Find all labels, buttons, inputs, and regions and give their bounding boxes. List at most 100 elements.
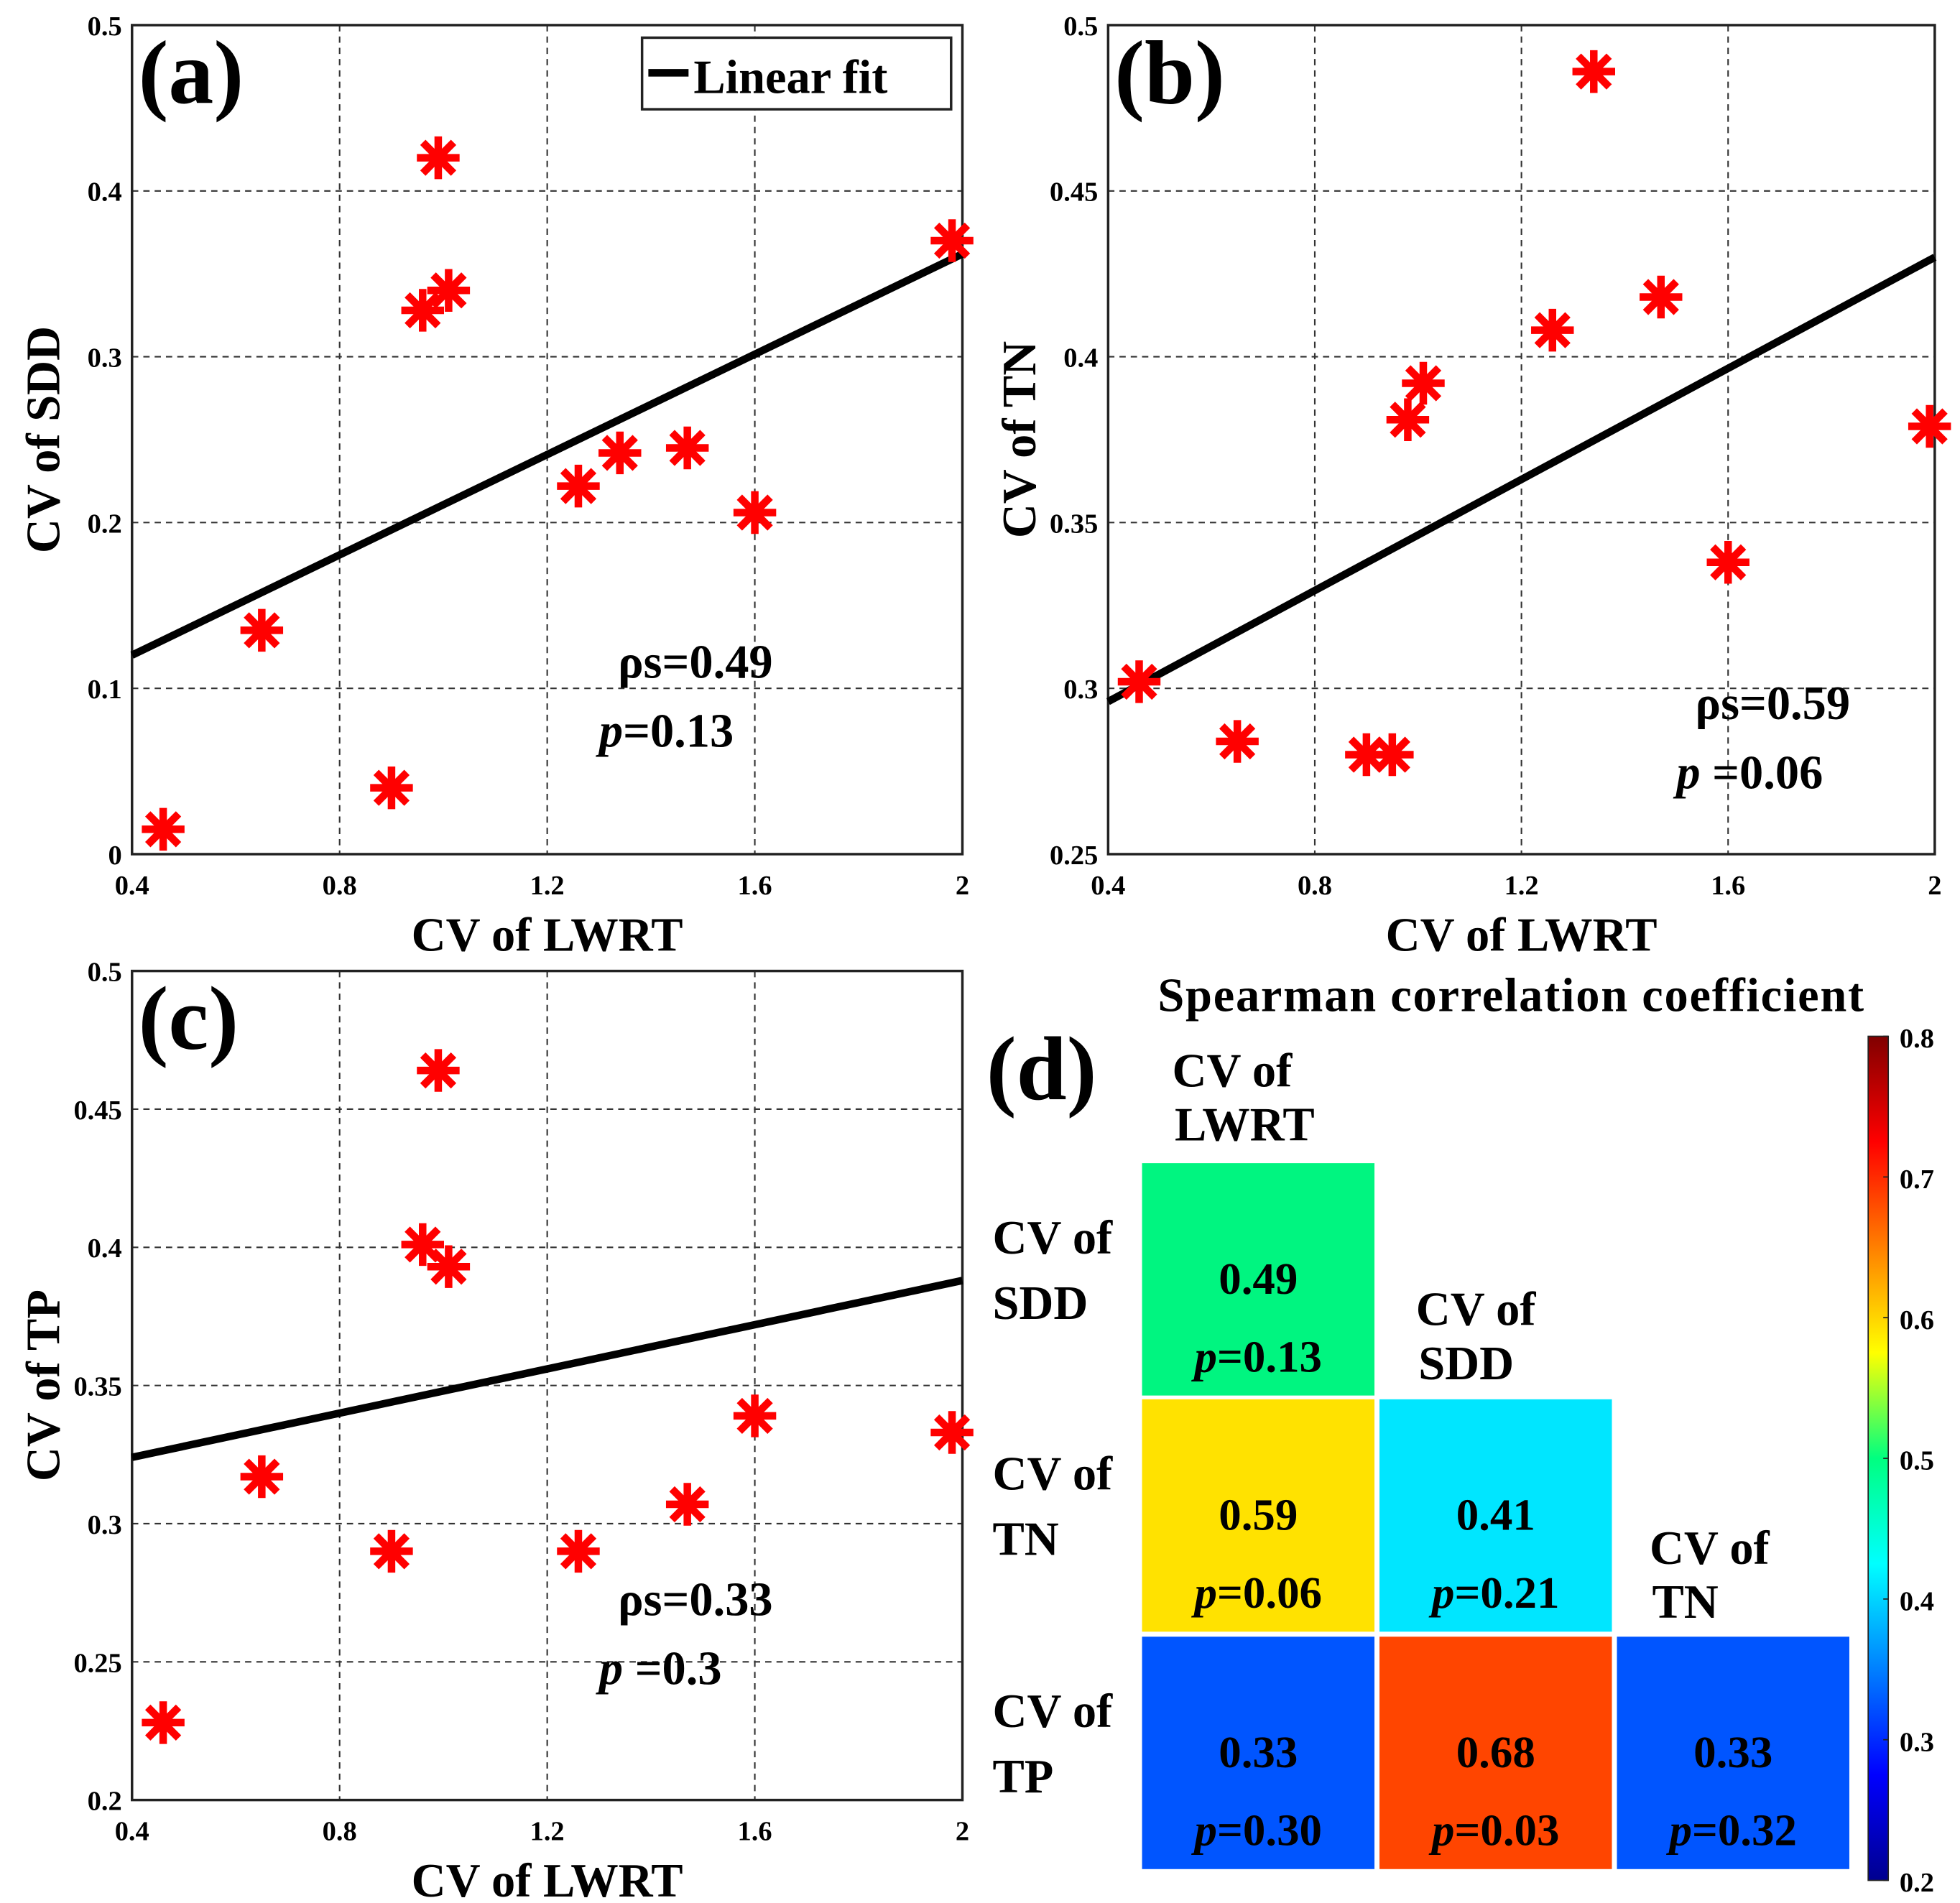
rho-annotation: ρs=0.33 [618, 1574, 773, 1626]
cell-value: 0.33 [1219, 1727, 1298, 1777]
y-tick-label: 0.25 [73, 1648, 121, 1678]
x-tick-label: 1.2 [1504, 871, 1539, 901]
data-point-marker [240, 1455, 284, 1499]
y-tick-label: 0 [108, 841, 122, 871]
x-tick-label: 1.2 [530, 1817, 565, 1847]
scatter-panel-b: 0.4 0.8 1.2 1.6 2 0.25 0.3 0.35 0.4 0.45 0.5 (b) CV … [994, 11, 1951, 962]
column-label: CV of [1650, 1522, 1770, 1575]
y-tick-label: 0.45 [1050, 177, 1098, 208]
data-point-marker [665, 1483, 709, 1526]
data-point-marker [240, 608, 284, 652]
legend-label: Linear fit [693, 51, 887, 103]
y-tick-label: 0.4 [88, 1233, 122, 1264]
y-tick-label: 0.4 [1063, 343, 1098, 374]
data-point-marker [665, 426, 709, 470]
x-axis-label: CV of LWRT [412, 909, 683, 962]
panel-label: (b) [1114, 23, 1225, 123]
x-tick-label: 0.4 [115, 1817, 149, 1847]
p-annotation: p=0.13 [596, 705, 734, 758]
data-point-marker [401, 289, 444, 332]
heatmap-panel-d: Spearman correlation coefficient (d) 0.49 p… [986, 970, 1934, 1899]
data-point-marker [598, 431, 642, 475]
colorbar-tick-label: 0.2 [1900, 1868, 1934, 1898]
data-point-marker [427, 1245, 471, 1288]
p-annotation: p =0.3 [596, 1643, 722, 1695]
y-axis-label: CV of TP [17, 1289, 70, 1481]
data-point-marker [1402, 361, 1445, 405]
data-point-marker [930, 1411, 974, 1454]
data-point-marker [1117, 660, 1161, 703]
x-tick-label: 0.8 [323, 1817, 357, 1847]
column-label: TN [1652, 1576, 1718, 1629]
row-label: TP [992, 1751, 1053, 1803]
x-tick-label: 1.6 [738, 1817, 772, 1847]
colorbar-tick-label: 0.5 [1900, 1446, 1934, 1476]
cell-p-value: p=0.30 [1191, 1805, 1322, 1856]
data-point-marker [142, 1701, 185, 1744]
panel-label: (d) [986, 1019, 1097, 1119]
y-axis-label: CV of SDD [17, 326, 70, 553]
y-tick-label: 0.2 [88, 1787, 122, 1817]
colorbar-tick-label: 0.4 [1900, 1587, 1934, 1617]
heatmap-cell: 0.33 p=0.30 [1142, 1636, 1375, 1869]
panel-label: (a) [138, 23, 244, 123]
scatter-panel-c: 0.4 0.8 1.2 1.6 2 0.2 0.25 0.3 0.35 0.4 0.45 0.5 (c)… [17, 958, 974, 1903]
row-label: SDD [992, 1277, 1088, 1330]
row-label: CV of [992, 1212, 1113, 1264]
x-tick-label: 2 [1928, 871, 1941, 901]
column-label: LWRT [1175, 1099, 1315, 1152]
data-point-marker [1531, 308, 1574, 352]
heatmap-cell: 0.49 p=0.13 [1142, 1163, 1375, 1396]
p-annotation: p =0.06 [1673, 746, 1823, 799]
column-label: CV of [1173, 1045, 1293, 1097]
y-tick-label: 0.45 [73, 1096, 121, 1126]
data-point-marker [557, 464, 600, 508]
data-point-marker [1640, 275, 1683, 319]
data-point-marker [417, 1049, 460, 1092]
heatmap-title: Spearman correlation coefficient [1157, 970, 1865, 1022]
row-label: CV of [992, 1448, 1113, 1501]
axes-box [131, 24, 964, 856]
data-point-marker [370, 1529, 413, 1573]
y-tick-label: 0.3 [1063, 675, 1098, 705]
x-axis-label: CV of LWRT [1386, 909, 1658, 962]
x-tick-label: 2 [956, 1817, 969, 1847]
cell-value: 0.49 [1219, 1254, 1298, 1304]
y-tick-label: 0.3 [88, 343, 122, 374]
y-tick-label: 0.3 [88, 1510, 122, 1540]
data-point-marker [733, 1394, 777, 1437]
cell-value: 0.59 [1219, 1490, 1298, 1540]
data-point-marker [1216, 720, 1259, 763]
y-axis-label: CV of TN [994, 341, 1046, 538]
row-label: TN [992, 1514, 1058, 1566]
row-label: CV of [992, 1685, 1113, 1738]
data-point-marker [1386, 398, 1430, 442]
data-point-marker [1706, 541, 1749, 584]
data-point-marker [417, 136, 460, 180]
y-tick-label: 0.1 [88, 675, 122, 705]
y-tick-label: 0.2 [88, 509, 122, 539]
x-tick-label: 1.2 [530, 871, 565, 901]
cell-value: 0.68 [1456, 1727, 1535, 1777]
x-tick-label: 0.4 [1091, 871, 1125, 901]
column-label: CV of [1416, 1284, 1537, 1336]
panel-label: (c) [138, 969, 239, 1069]
linear-fit-line [1106, 254, 1937, 705]
cell-p-value: p=0.03 [1428, 1805, 1559, 1856]
data-point-marker [930, 219, 974, 262]
legend: Linear fit [640, 36, 953, 111]
y-tick-label: 0.35 [73, 1372, 121, 1402]
linear-fit-line [130, 250, 964, 659]
x-tick-label: 1.6 [1711, 871, 1745, 901]
x-tick-label: 2 [956, 871, 969, 901]
data-point-marker [733, 491, 777, 534]
colorbar-tick-label: 0.8 [1900, 1024, 1934, 1054]
axes-box [1106, 24, 1936, 856]
x-tick-label: 0.8 [323, 871, 357, 901]
x-tick-label: 1.6 [738, 871, 772, 901]
axes-box [131, 969, 964, 1802]
linear-fit-line [131, 1277, 963, 1461]
y-tick-label: 0.5 [88, 958, 122, 988]
colorbar-tick-label: 0.6 [1900, 1305, 1934, 1335]
